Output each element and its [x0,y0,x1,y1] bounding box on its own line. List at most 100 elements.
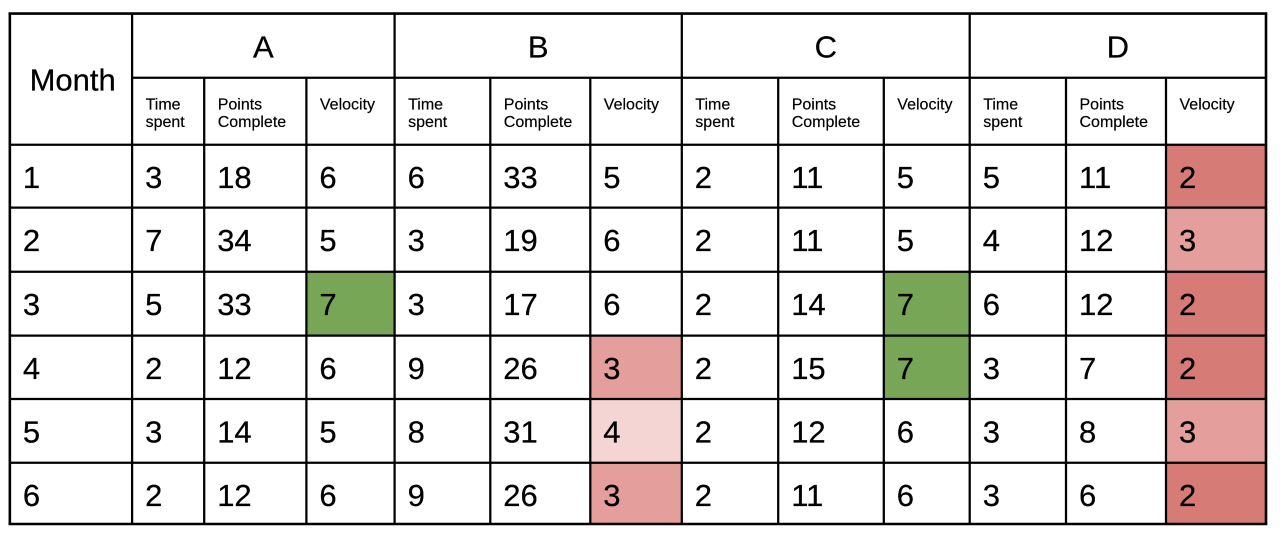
svg-text:Points: Points [218,96,262,113]
svg-text:Complete: Complete [504,114,573,131]
svg-text:6: 6 [1079,478,1096,513]
svg-text:6: 6 [319,351,336,386]
svg-text:Points: Points [504,96,548,113]
svg-text:9: 9 [408,478,425,513]
svg-text:2: 2 [23,223,40,258]
svg-text:spent: spent [146,114,186,131]
svg-text:26: 26 [503,478,537,513]
svg-text:Points: Points [792,96,836,113]
svg-text:8: 8 [408,414,425,449]
svg-text:Month: Month [30,63,116,98]
svg-text:3: 3 [145,160,162,195]
svg-text:12: 12 [791,414,825,449]
svg-text:33: 33 [217,287,251,322]
svg-text:3: 3 [145,414,162,449]
svg-text:2: 2 [695,223,712,258]
svg-text:3: 3 [983,478,1000,513]
svg-text:Complete: Complete [1080,114,1149,131]
svg-text:3: 3 [23,287,40,322]
svg-text:8: 8 [1079,414,1096,449]
svg-text:3: 3 [1179,414,1196,449]
svg-text:spent: spent [695,114,735,131]
svg-text:6: 6 [408,160,425,195]
svg-text:5: 5 [983,160,1000,195]
svg-text:4: 4 [23,351,40,386]
svg-text:Time: Time [983,96,1018,113]
svg-text:12: 12 [217,478,251,513]
svg-text:Time: Time [695,96,730,113]
svg-text:6: 6 [897,478,914,513]
svg-text:3: 3 [1179,223,1196,258]
svg-text:5: 5 [319,223,336,258]
svg-text:12: 12 [1079,287,1113,322]
svg-text:17: 17 [503,287,537,322]
svg-text:5: 5 [23,414,40,449]
svg-text:Velocity: Velocity [604,96,659,113]
svg-text:Complete: Complete [792,114,861,131]
svg-text:7: 7 [1079,351,1096,386]
svg-text:Velocity: Velocity [320,96,375,113]
svg-text:7: 7 [145,223,162,258]
svg-text:Time: Time [146,96,181,113]
svg-text:19: 19 [503,223,537,258]
svg-text:6: 6 [897,414,914,449]
svg-text:2: 2 [1179,478,1196,513]
svg-text:6: 6 [603,223,620,258]
svg-text:B: B [528,30,549,65]
svg-text:12: 12 [1079,223,1113,258]
svg-text:5: 5 [897,160,914,195]
svg-text:5: 5 [319,414,336,449]
svg-text:2: 2 [695,160,712,195]
svg-text:2: 2 [145,351,162,386]
svg-text:7: 7 [319,287,336,322]
svg-text:26: 26 [503,351,537,386]
svg-text:Complete: Complete [218,114,287,131]
svg-text:5: 5 [145,287,162,322]
svg-text:3: 3 [983,414,1000,449]
svg-text:11: 11 [791,160,823,195]
svg-text:spent: spent [408,114,448,131]
svg-text:18: 18 [217,160,251,195]
svg-text:2: 2 [145,478,162,513]
svg-text:4: 4 [603,414,620,449]
svg-text:33: 33 [503,160,537,195]
svg-text:3: 3 [603,478,620,513]
svg-text:D: D [1107,30,1129,65]
svg-text:Velocity: Velocity [897,96,952,113]
svg-text:4: 4 [983,223,1000,258]
svg-text:3: 3 [603,351,620,386]
svg-text:9: 9 [408,351,425,386]
svg-text:14: 14 [217,414,251,449]
svg-text:31: 31 [503,414,537,449]
svg-text:11: 11 [791,223,823,258]
svg-text:5: 5 [603,160,620,195]
svg-text:2: 2 [695,414,712,449]
svg-text:Velocity: Velocity [1180,96,1235,113]
svg-text:A: A [253,30,274,65]
svg-text:2: 2 [1179,160,1196,195]
svg-text:5: 5 [897,223,914,258]
svg-text:2: 2 [1179,287,1196,322]
svg-text:11: 11 [791,478,823,513]
svg-text:Time: Time [408,96,443,113]
svg-text:7: 7 [897,287,914,322]
svg-text:7: 7 [897,351,914,386]
svg-text:Points: Points [1080,96,1124,113]
svg-text:2: 2 [695,478,712,513]
svg-text:1: 1 [23,160,40,195]
svg-text:3: 3 [983,351,1000,386]
svg-text:14: 14 [791,287,825,322]
svg-text:C: C [815,30,837,65]
svg-text:3: 3 [408,287,425,322]
svg-text:3: 3 [408,223,425,258]
svg-text:spent: spent [983,114,1023,131]
svg-text:2: 2 [695,351,712,386]
svg-text:15: 15 [791,351,825,386]
svg-text:6: 6 [319,160,336,195]
svg-text:34: 34 [217,223,251,258]
svg-text:6: 6 [23,478,40,513]
svg-text:6: 6 [603,287,620,322]
svg-text:6: 6 [983,287,1000,322]
svg-text:6: 6 [319,478,336,513]
svg-text:12: 12 [217,351,251,386]
